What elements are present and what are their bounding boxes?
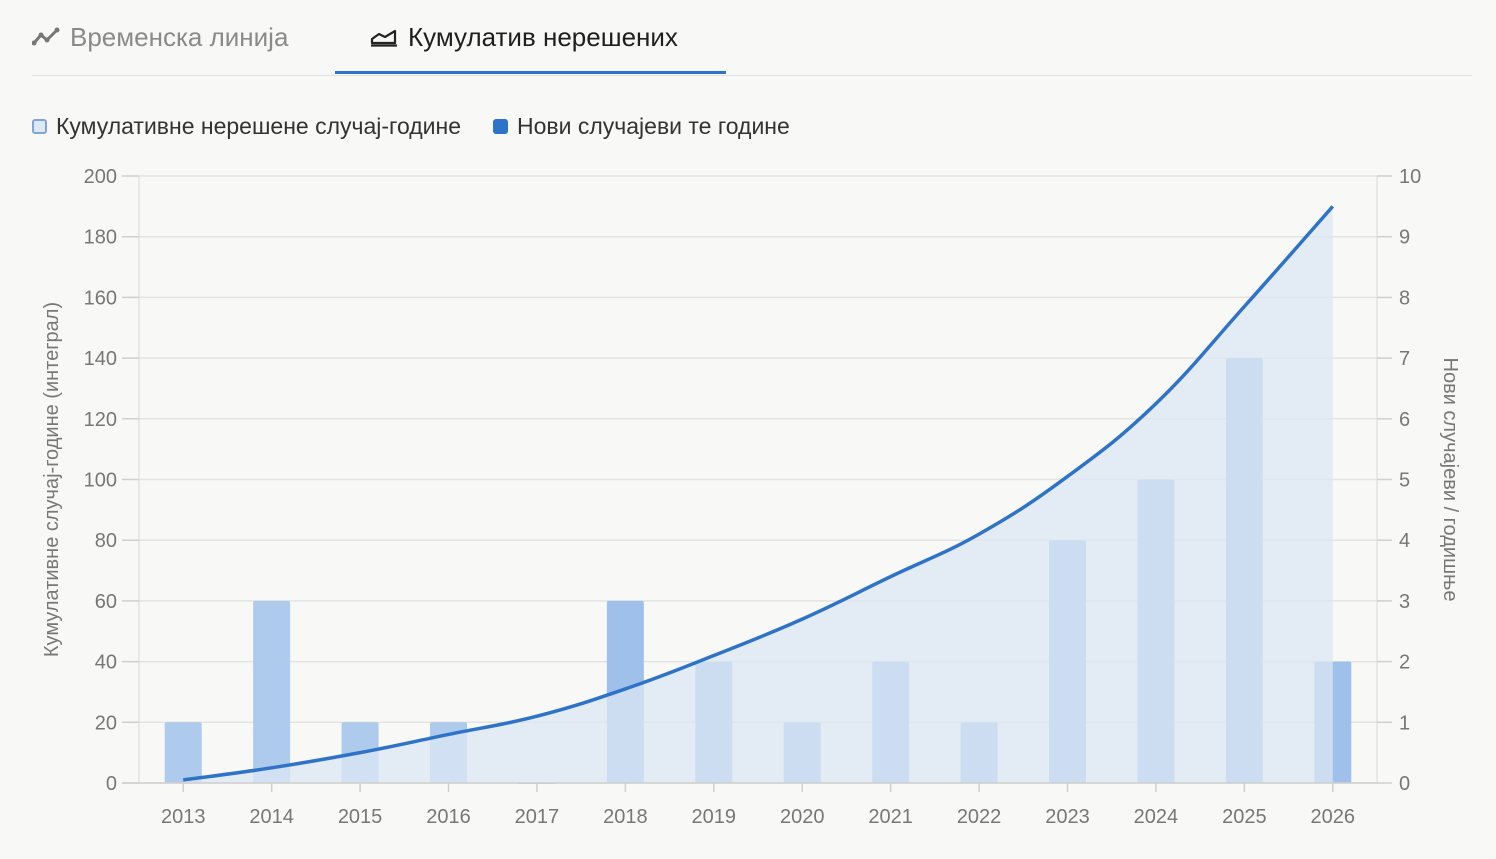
y-right-tick-label: 3 [1399,591,1410,613]
y-left-tick-label: 200 [84,166,117,188]
y-left-tick-label: 140 [84,348,117,370]
tab-cumulative-label: Кумулатив нерешених [408,21,678,52]
y-right-tick-label: 10 [1399,166,1421,188]
x-tick-label: 2016 [426,806,471,828]
x-tick-label: 2023 [1045,806,1090,828]
y-right-tick-label: 8 [1399,287,1410,309]
x-tick-label: 2025 [1222,806,1267,828]
x-tick-label: 2022 [957,806,1002,828]
y-axis-left-title: Кумулативне случај-године (интеграл) [41,302,63,657]
x-tick-label: 2013 [161,806,206,828]
tab-bar [32,0,1472,76]
y-right-tick-label: 2 [1399,652,1410,674]
y-left-tick-label: 100 [84,470,117,492]
axes: 0 20 40 60 80 100 120 140 160 180 200 0 1 2 3 4 5 6 7 8 9 10 2… [84,166,1422,828]
x-tick-label: 2026 [1311,806,1356,828]
y-right-tick-label: 7 [1399,348,1410,370]
y-left-tick-label: 160 [84,287,117,309]
tab-timeline-label: Временска линија [70,21,289,52]
y-left-tick-label: 20 [95,712,117,734]
y-left-tick-label: 180 [84,227,117,249]
active-tab-indicator [335,71,726,74]
legend-item-cumulative[interactable]: Кумулативне нерешене случај-године [32,113,461,140]
bar [164,722,202,783]
x-tick-label: 2018 [603,806,648,828]
y-right-tick-label: 6 [1399,409,1410,431]
x-tick-label: 2014 [249,806,294,828]
x-tick-label: 2019 [692,806,737,828]
trend-line-icon [32,27,60,47]
x-tick-label: 2024 [1134,806,1179,828]
area-fill-cumulative [183,206,1333,784]
y-left-tick-label: 0 [106,773,117,795]
area-chart-icon [370,27,398,47]
y-right-tick-label: 9 [1399,227,1410,249]
bar [253,600,291,783]
y-left-tick-label: 120 [84,409,117,431]
y-left-tick-label: 80 [95,530,117,552]
y-left-tick-label: 60 [95,591,117,613]
y-right-tick-label: 1 [1399,712,1410,734]
legend-label-new-cases: Нови случајеви те године [517,112,790,139]
legend-item-new-cases[interactable]: Нови случајеви те године [493,113,790,140]
y-left-tick-label: 40 [95,652,117,674]
legend-swatch-new-cases [493,118,508,134]
chart-legend: Кумулативне нерешене случај-године Нови … [32,110,822,142]
x-tick-label: 2015 [338,806,383,828]
x-tick-label: 2020 [780,806,825,828]
line-cumulative [182,205,1335,782]
y-right-tick-label: 4 [1399,530,1410,552]
y-axis-right-title: Нови случајеви / годишње [1439,358,1461,602]
tab-cumulative[interactable]: Кумулатив нерешених [370,0,678,74]
legend-label-cumulative: Кумулативне нерешене случај-године [56,112,461,139]
y-right-tick-label: 0 [1399,773,1410,795]
x-tick-label: 2021 [868,806,913,828]
legend-swatch-cumulative [32,118,47,134]
x-tick-label: 2017 [515,806,560,828]
y-right-tick-label: 5 [1399,470,1410,492]
tab-timeline[interactable]: Временска линија [32,0,288,74]
